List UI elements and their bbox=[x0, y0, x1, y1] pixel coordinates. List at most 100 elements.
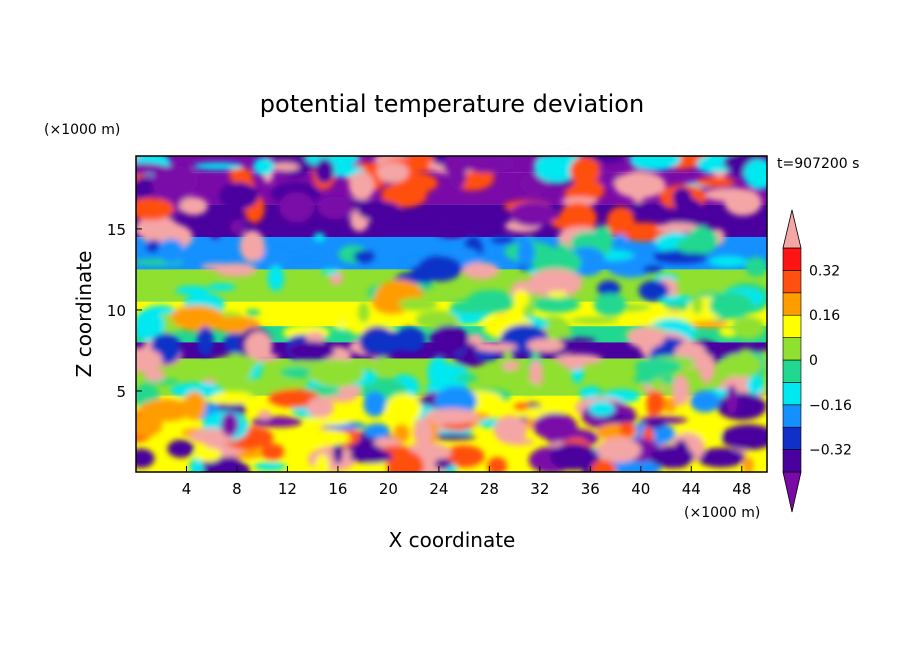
field-blob bbox=[413, 418, 433, 447]
field-blob bbox=[619, 421, 635, 437]
field-blob bbox=[197, 326, 214, 357]
x-tick-label: 40 bbox=[631, 480, 650, 498]
field-blob bbox=[417, 255, 463, 282]
y-tick-label: 5 bbox=[116, 383, 126, 401]
colorbar-tick-label: 0.32 bbox=[809, 263, 840, 279]
field-blob bbox=[614, 171, 666, 199]
field-blob bbox=[614, 234, 628, 246]
field-blob bbox=[532, 412, 578, 440]
field-blob bbox=[588, 400, 615, 417]
colorbar-segment bbox=[782, 292, 802, 316]
field-blob bbox=[490, 236, 515, 244]
field-blob bbox=[195, 447, 222, 462]
field-blob bbox=[662, 397, 677, 413]
colorbar-segment bbox=[782, 426, 802, 450]
field-blob bbox=[527, 338, 565, 353]
field-blob bbox=[211, 391, 254, 405]
field-blob bbox=[178, 317, 218, 332]
field-blob bbox=[136, 347, 163, 373]
field-blob bbox=[189, 428, 235, 444]
x-axis: 4 8 12 16 20 24 28 32 36 40 44 48 bbox=[182, 466, 751, 498]
field-blob bbox=[475, 342, 518, 352]
field-blob bbox=[221, 412, 239, 437]
field-blob bbox=[690, 320, 729, 328]
field-blob bbox=[647, 390, 665, 415]
field-blob bbox=[579, 386, 600, 399]
field-blob bbox=[561, 355, 586, 370]
field-blob bbox=[716, 392, 767, 421]
field-blob bbox=[175, 285, 210, 296]
field-blob bbox=[454, 374, 478, 382]
field-blob bbox=[721, 424, 767, 450]
field-blob bbox=[606, 206, 635, 237]
field-blob bbox=[692, 294, 703, 315]
field-blob bbox=[726, 384, 738, 415]
field-blob bbox=[385, 450, 424, 472]
colorbar-segment bbox=[782, 314, 802, 338]
field-blob bbox=[467, 333, 484, 347]
field-blob bbox=[358, 302, 370, 323]
field-blob bbox=[671, 374, 690, 406]
field-blob bbox=[139, 398, 192, 422]
x-tick-label: 8 bbox=[232, 480, 242, 498]
field-blob bbox=[317, 196, 354, 220]
field-blob bbox=[376, 161, 410, 183]
colorbar-tick-label: 0.16 bbox=[809, 308, 840, 324]
field-blob bbox=[349, 449, 393, 464]
field-blob bbox=[629, 156, 681, 171]
field-blob bbox=[724, 188, 762, 216]
field-blob bbox=[653, 249, 708, 264]
y-unit-label: (×1000 m) bbox=[44, 122, 120, 138]
field-blob bbox=[359, 329, 406, 354]
field-blob bbox=[364, 423, 390, 439]
field-blob bbox=[743, 158, 767, 190]
x-tick-label: 32 bbox=[530, 480, 549, 498]
field-blob bbox=[547, 291, 568, 298]
field-blob bbox=[363, 391, 386, 417]
field-blob bbox=[239, 230, 266, 263]
field-blob bbox=[287, 341, 335, 361]
field-blob bbox=[230, 219, 246, 235]
field-blob bbox=[146, 239, 162, 253]
colorbar-lower-extend bbox=[782, 471, 802, 513]
x-tick-label: 16 bbox=[328, 480, 347, 498]
field-blob bbox=[650, 378, 665, 391]
blob-layer bbox=[136, 156, 767, 472]
plot-frame bbox=[135, 155, 768, 473]
field-blob bbox=[695, 177, 736, 187]
field-blob bbox=[214, 263, 257, 277]
field-blob bbox=[597, 280, 621, 298]
field-blob bbox=[517, 238, 535, 268]
field-blob bbox=[555, 337, 597, 345]
x-axis-label: X coordinate bbox=[389, 528, 516, 552]
field-blob bbox=[209, 220, 222, 239]
colorbar-upper-extend bbox=[782, 209, 802, 249]
field-blob bbox=[151, 165, 198, 197]
field-blob bbox=[373, 356, 394, 374]
field-blob bbox=[294, 252, 326, 259]
field-blob bbox=[193, 162, 244, 170]
time-label: t=907200 s bbox=[777, 156, 859, 172]
field-blob bbox=[269, 162, 300, 172]
y-tick-label: 15 bbox=[107, 221, 126, 239]
colorbar-segment bbox=[782, 247, 802, 271]
field-blob bbox=[593, 293, 627, 317]
field-blob bbox=[429, 325, 469, 354]
field-blob bbox=[245, 309, 261, 317]
field-blob bbox=[745, 256, 767, 277]
colorbar-tick-label: −0.16 bbox=[809, 398, 852, 414]
field-blob bbox=[528, 268, 583, 298]
field-blob bbox=[569, 179, 605, 202]
field-blob bbox=[279, 191, 315, 223]
field-blob bbox=[627, 326, 665, 349]
field-blob bbox=[569, 156, 601, 186]
field-blob bbox=[430, 433, 476, 441]
colorbar-segment bbox=[782, 359, 802, 383]
field-blob bbox=[321, 268, 341, 275]
field-blob bbox=[307, 446, 357, 472]
colorbar: 0.32 0.16 0 −0.16 −0.32 bbox=[782, 209, 852, 513]
field-blob bbox=[720, 353, 762, 377]
field-blob bbox=[218, 182, 259, 210]
field-blob bbox=[144, 368, 165, 382]
field-blob bbox=[245, 331, 273, 361]
